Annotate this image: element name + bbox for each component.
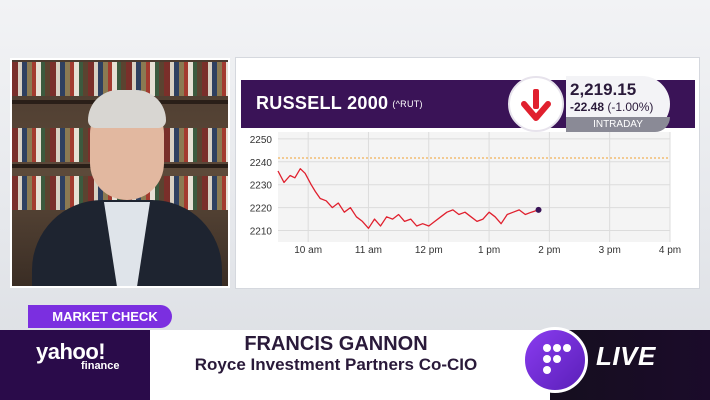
quote-change-points: -22.48 (570, 100, 605, 114)
arrow-down-glyph (521, 89, 551, 121)
brand-logo: yahoo! (36, 339, 106, 364)
segment-tag: MARKET CHECK (28, 305, 172, 328)
x-tick-label: 10 am (294, 245, 322, 256)
index-name: RUSSELL 2000 (256, 93, 389, 113)
x-tick-label: 11 am (355, 245, 382, 256)
live-logo-icon (522, 327, 588, 393)
live-label: LIVE (596, 341, 656, 371)
last-price-marker (535, 206, 542, 213)
x-tick-label: 2 pm (538, 245, 560, 256)
y-tick-label: 2240 (250, 158, 273, 169)
intraday-chart: 2250 2240 2230 2220 2210 10 am 11 am 12 pm 1 pm 2… (250, 132, 681, 256)
quote-change-percent: (-1.00%) (607, 100, 654, 114)
brand-bar (0, 330, 150, 400)
plot-area (278, 132, 670, 242)
video-feed (10, 58, 230, 288)
quote-change: -22.48 (-1.00%) (570, 100, 653, 114)
brand-logo-sub: finance (81, 360, 120, 372)
index-title: RUSSELL 2000 (^RUT) (256, 93, 423, 114)
x-tick-label: 4 pm (659, 245, 681, 256)
arrow-down-icon (508, 76, 564, 132)
x-tick-label: 1 pm (478, 245, 500, 256)
session-label: INTRADAY (566, 117, 670, 132)
x-tick-label: 3 pm (599, 245, 621, 256)
guest-title: Royce Investment Partners Co-CIO (194, 355, 478, 374)
name-bar (150, 330, 550, 400)
index-symbol: (^RUT) (392, 99, 423, 109)
x-tick-label: 12 pm (415, 245, 443, 256)
guest-name: FRANCIS GANNON (244, 333, 428, 355)
y-tick-label: 2250 (250, 135, 273, 146)
live-logo-glyph (543, 344, 571, 374)
y-tick-label: 2210 (250, 227, 273, 238)
quote-price: 2,219.15 (570, 80, 637, 99)
speaker-hair (88, 90, 166, 128)
y-tick-label: 2220 (250, 204, 273, 215)
series-line (277, 168, 539, 229)
y-tick-label: 2230 (250, 181, 273, 192)
